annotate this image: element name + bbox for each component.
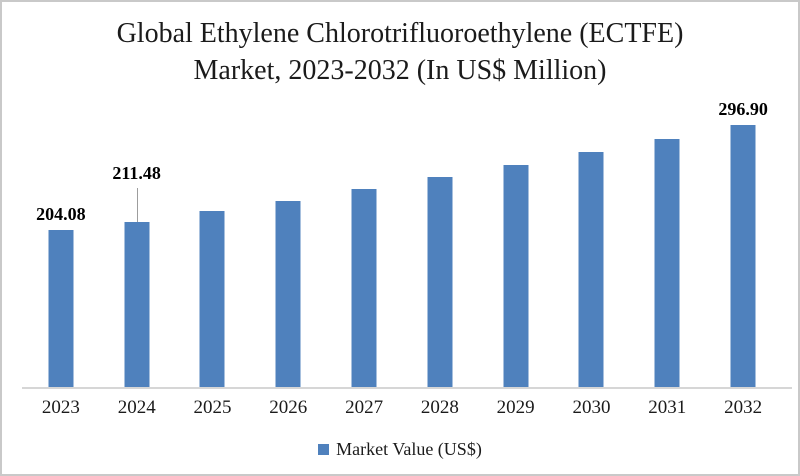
x-axis-label-2023: 2023: [41, 397, 80, 418]
leader-line-2024: [136, 188, 138, 222]
data-label-2023: 204.08: [36, 204, 86, 224]
bar-slot-2024: 211.48: [99, 101, 175, 389]
bar-2023: [48, 230, 74, 389]
bar-2030: [578, 152, 604, 389]
bar-slot-2030: [554, 101, 630, 389]
bar-slot-2028: [402, 101, 478, 389]
bar-2024: [124, 222, 150, 389]
x-axis-label-2031: 2031: [648, 397, 687, 418]
data-label-2024: 211.48: [112, 163, 161, 183]
bar-2026: [275, 201, 301, 389]
legend: Market Value (US$): [2, 439, 798, 460]
bar-slot-2027: [326, 101, 402, 389]
x-axis-label-2026: 2026: [269, 397, 308, 418]
bar-slot-2032: 296.90: [705, 99, 781, 389]
bar-2025: [199, 211, 225, 389]
x-axis-label-2024: 2024: [117, 397, 156, 418]
plot-area: 204.08 211.48 296.90: [23, 99, 781, 389]
chart-title: Global Ethylene Chlorotrifluoroethylene …: [2, 15, 798, 89]
x-axis-label-2028: 2028: [420, 397, 459, 418]
x-axis-label-2025: 2025: [193, 397, 232, 418]
bar-2027: [351, 189, 377, 389]
x-axis-line: [22, 387, 792, 389]
bar-2029: [503, 165, 529, 389]
x-axis-label-2032: 2032: [724, 397, 763, 418]
chart-title-line-2: Market, 2023-2032 (In US$ Million): [193, 55, 607, 86]
bar-slot-2026: [250, 101, 326, 389]
bar-slot-2025: [175, 101, 251, 389]
bar-slot-2029: [478, 101, 554, 389]
x-axis-label-2030: 2030: [572, 397, 611, 418]
bar-slot-2023: 204.08: [23, 101, 99, 389]
legend-marker-icon: [318, 444, 330, 455]
legend-label: Market Value (US$): [336, 439, 482, 459]
data-label-2032: 296.90: [718, 99, 768, 119]
bar-2031: [654, 139, 680, 389]
bar-slot-2031: [629, 101, 705, 389]
x-axis-label-2027: 2027: [345, 397, 384, 418]
bar-2028: [427, 177, 453, 389]
bar-2032: [730, 125, 756, 389]
x-axis-labels: 2023 2024 2025 2026 2027 2028 2029 2030 2031 2032: [23, 397, 781, 419]
x-axis-label-2029: 2029: [496, 397, 535, 418]
chart-title-line-1: Global Ethylene Chlorotrifluoroethylene …: [116, 18, 684, 49]
